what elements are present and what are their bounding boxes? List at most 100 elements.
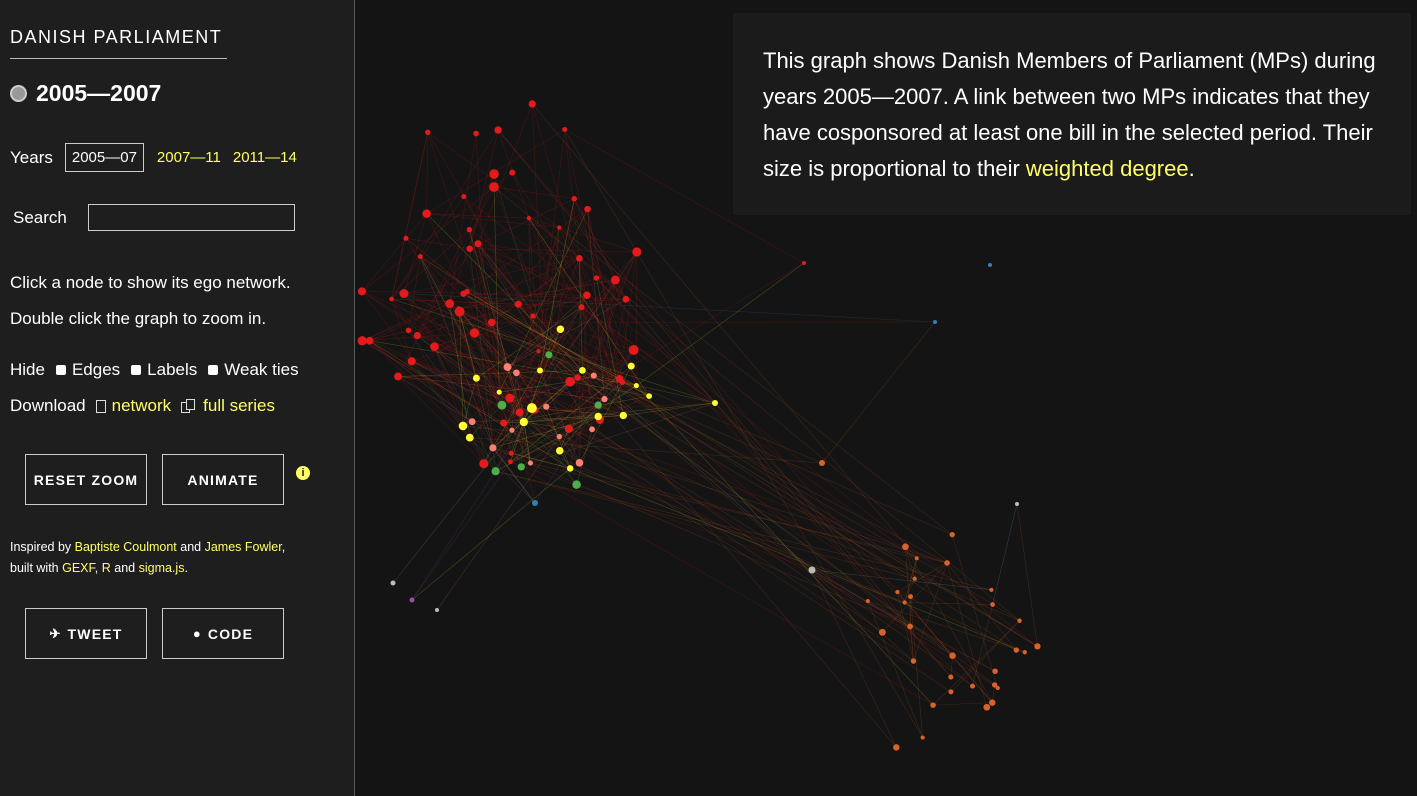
mp-node[interactable]	[465, 433, 474, 442]
mp-node[interactable]	[357, 287, 366, 296]
credit-link-r[interactable]: R	[101, 561, 111, 575]
mp-node[interactable]	[519, 417, 528, 427]
mp-node[interactable]	[574, 374, 581, 381]
mp-node[interactable]	[565, 376, 575, 387]
tweet-button[interactable]: ✈ TWEET	[25, 608, 147, 659]
mp-node[interactable]	[514, 300, 522, 308]
mp-node[interactable]	[489, 444, 497, 452]
mp-node[interactable]	[454, 306, 465, 317]
mp-node[interactable]	[461, 194, 467, 200]
mp-node[interactable]	[622, 295, 630, 303]
mp-node[interactable]	[584, 205, 591, 213]
mp-node[interactable]	[503, 363, 512, 371]
mp-node[interactable]	[627, 362, 635, 370]
mp-node[interactable]	[601, 396, 608, 403]
mp-node[interactable]	[513, 369, 520, 377]
credit-link-coulmont[interactable]: Baptiste Coulmont	[74, 540, 177, 554]
mp-node[interactable]	[473, 130, 479, 137]
mp-node[interactable]	[469, 328, 480, 338]
hide-edges-checkbox[interactable]	[55, 365, 66, 375]
site-title[interactable]: DANISH PARLIAMENT	[10, 27, 227, 59]
hide-weak-ties-label[interactable]: Weak ties	[224, 360, 299, 379]
mp-node[interactable]	[920, 735, 925, 740]
mp-node[interactable]	[527, 460, 534, 466]
mp-node[interactable]	[474, 240, 482, 248]
mp-node[interactable]	[556, 433, 563, 440]
mp-node[interactable]	[536, 349, 541, 354]
mp-node[interactable]	[819, 460, 825, 466]
mp-node[interactable]	[907, 623, 913, 630]
mp-node[interactable]	[808, 566, 816, 574]
mp-node[interactable]	[555, 446, 564, 455]
mp-node[interactable]	[619, 379, 626, 386]
mp-node[interactable]	[949, 652, 956, 659]
mp-node[interactable]	[619, 411, 627, 420]
mp-node[interactable]	[487, 318, 496, 327]
mp-node[interactable]	[970, 683, 976, 689]
mp-node[interactable]	[902, 600, 907, 605]
hide-edges-label[interactable]: Edges	[71, 360, 121, 379]
mp-node[interactable]	[571, 195, 577, 202]
mp-node[interactable]	[593, 275, 600, 281]
mp-node[interactable]	[509, 169, 516, 176]
mp-node[interactable]	[491, 467, 500, 476]
mp-node[interactable]	[399, 288, 409, 299]
mp-node[interactable]	[403, 235, 409, 241]
mp-node[interactable]	[1034, 643, 1041, 650]
mp-node[interactable]	[948, 674, 954, 680]
mp-node[interactable]	[564, 424, 573, 433]
credit-link-sigma[interactable]: sigma.js	[138, 561, 185, 575]
credit-link-gexf[interactable]: GEXF	[62, 561, 95, 575]
mp-node[interactable]	[472, 374, 480, 382]
mp-node[interactable]	[865, 599, 870, 604]
mp-node[interactable]	[508, 459, 513, 465]
mp-node[interactable]	[422, 209, 431, 218]
mp-node[interactable]	[526, 403, 537, 413]
mp-node[interactable]	[566, 465, 574, 472]
mp-node[interactable]	[589, 426, 595, 433]
mp-node[interactable]	[949, 531, 955, 538]
mp-node[interactable]	[557, 225, 562, 230]
mp-node[interactable]	[389, 296, 394, 302]
mp-node[interactable]	[497, 400, 507, 410]
mp-node[interactable]	[489, 169, 499, 179]
mp-node[interactable]	[357, 336, 367, 346]
mp-node[interactable]	[575, 459, 584, 467]
mp-node[interactable]	[576, 255, 583, 262]
mp-node[interactable]	[494, 126, 502, 134]
years-link-2011-14[interactable]: 2011—14	[232, 149, 297, 166]
mp-node[interactable]	[536, 367, 543, 374]
mp-node[interactable]	[460, 290, 467, 297]
mp-node[interactable]	[509, 427, 515, 433]
mp-node[interactable]	[594, 401, 602, 409]
code-button[interactable]: ● CODE	[162, 608, 284, 659]
mp-node[interactable]	[990, 602, 995, 607]
mp-node[interactable]	[579, 367, 586, 374]
mp-node[interactable]	[530, 313, 536, 319]
mp-node[interactable]	[912, 576, 917, 581]
mp-node[interactable]	[562, 127, 568, 132]
mp-node[interactable]	[505, 393, 515, 403]
mp-node[interactable]	[930, 702, 936, 708]
mp-node[interactable]	[902, 543, 909, 551]
mp-node[interactable]	[989, 587, 994, 592]
mp-node[interactable]	[802, 261, 806, 265]
mp-node[interactable]	[468, 418, 476, 426]
mp-node[interactable]	[992, 668, 998, 674]
mp-node[interactable]	[466, 245, 473, 252]
mp-node[interactable]	[543, 403, 550, 410]
mp-node[interactable]	[528, 100, 536, 108]
weighted-degree-link[interactable]: weighted degree	[1025, 156, 1189, 181]
mp-node[interactable]	[878, 628, 886, 636]
hide-labels-checkbox[interactable]	[131, 365, 142, 375]
mp-node[interactable]	[893, 744, 900, 751]
mp-node[interactable]	[500, 419, 508, 427]
mp-node[interactable]	[578, 304, 585, 311]
search-input[interactable]	[87, 204, 295, 231]
mp-node[interactable]	[430, 342, 439, 352]
mp-node[interactable]	[572, 480, 581, 489]
credit-link-fowler[interactable]: James Fowler	[204, 540, 282, 554]
mp-node[interactable]	[496, 389, 502, 395]
mp-node[interactable]	[712, 400, 718, 406]
